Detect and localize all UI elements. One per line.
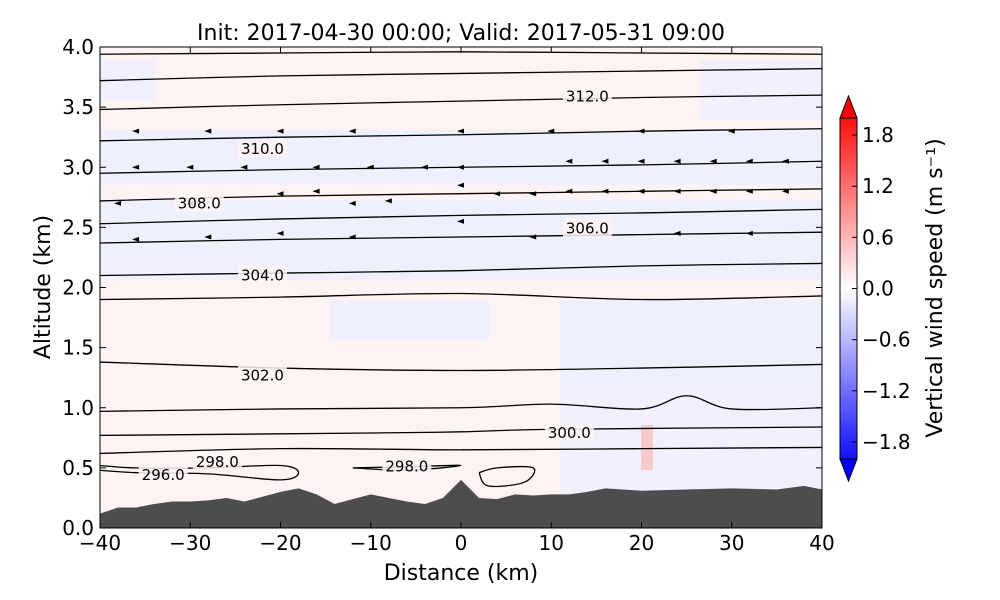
isentrope-line xyxy=(100,446,822,455)
wind-arrow xyxy=(348,128,356,134)
isentrope-line xyxy=(100,208,822,225)
wind-arrow xyxy=(132,128,140,134)
x-axis-label: Distance (km) xyxy=(384,561,539,586)
contour-label-bg xyxy=(138,465,188,484)
contour-label: 300.0 xyxy=(548,424,591,442)
contour-label: 304.0 xyxy=(241,266,284,284)
contour-labels: 296.0 298.0 298.0 300.0 302.0 304.0 306.0 308.0… xyxy=(138,86,612,484)
wind-arrow xyxy=(204,234,212,240)
wind-arrow xyxy=(132,164,140,170)
colorbar-ticks: 1.8 1.2 0.6 0.0 −0.6 −1.2 −1.8 xyxy=(852,123,911,454)
isentrope-line xyxy=(100,128,822,142)
isentrope-line xyxy=(100,426,822,437)
x-tick-label: 0 xyxy=(455,531,468,555)
x-tick-label: 40 xyxy=(809,531,834,555)
y-tick-label: 3.0 xyxy=(62,155,94,179)
isentropes xyxy=(100,51,822,488)
contour-label: 306.0 xyxy=(566,220,609,238)
y-tick-label: 1.0 xyxy=(62,396,94,420)
x-tick-label: 20 xyxy=(629,531,654,555)
contour-label-bg xyxy=(174,193,224,212)
wind-arrow xyxy=(384,198,392,204)
isentrope-line xyxy=(100,262,822,277)
vertical-wind-shading xyxy=(100,60,822,500)
wind-arrow xyxy=(637,158,645,164)
contour-label-bg xyxy=(237,365,287,384)
contour-label: 298.0 xyxy=(385,458,428,476)
contour-label: 296.0 xyxy=(142,466,185,484)
wind-arrow xyxy=(457,182,464,188)
isentrope-line xyxy=(100,292,822,301)
contour-label-bg xyxy=(192,451,242,470)
colorbar-label: Vertical wind speed (m s⁻¹) xyxy=(923,138,948,437)
colorbar-tick-label: 1.8 xyxy=(862,123,894,147)
contour-label: 302.0 xyxy=(241,366,284,384)
x-tick-label: 10 xyxy=(539,531,564,555)
y-tick-label: 0.5 xyxy=(62,456,94,480)
terrain xyxy=(100,479,822,528)
wind-arrow xyxy=(457,218,464,224)
contour-label-bg xyxy=(562,218,612,237)
isentrope-line xyxy=(100,361,822,372)
colorbar-tick-label: 0.6 xyxy=(862,225,894,249)
contour-label: 308.0 xyxy=(178,194,221,212)
contour-label-bg xyxy=(544,423,594,442)
x-tick-label: −30 xyxy=(169,531,211,555)
x-tick-label: 30 xyxy=(719,531,744,555)
plot-area: 296.0 298.0 298.0 300.0 302.0 304.0 306.0 308.0… xyxy=(100,47,822,528)
contour-label-bg xyxy=(237,139,287,158)
contour-label: 310.0 xyxy=(241,140,284,158)
wind-arrow xyxy=(601,158,609,164)
isentrope-line xyxy=(100,94,822,111)
isentrope-line xyxy=(100,67,822,82)
y-tick-label: 2.0 xyxy=(62,276,94,300)
wind-arrow xyxy=(276,230,284,236)
colorbar-tick-label: −0.6 xyxy=(862,328,911,352)
wind-arrow xyxy=(114,200,122,206)
colorbar-top-extend xyxy=(839,94,858,119)
contour-label: 312.0 xyxy=(566,87,609,105)
chart-title: Init: 2017-04-30 00:00; Valid: 2017-05-3… xyxy=(197,21,725,46)
wind-arrow xyxy=(204,128,212,134)
wind-arrow xyxy=(673,158,681,164)
wind-arrow xyxy=(348,200,356,206)
wind-arrow xyxy=(276,191,284,197)
colorbar: 1.8 1.2 0.6 0.0 −0.6 −1.2 −1.8 Vertical wind s… xyxy=(839,94,948,483)
isentrope-line xyxy=(100,231,822,244)
colorbar-tick-label: 1.2 xyxy=(862,174,894,198)
y-tick-label: 4.0 xyxy=(62,35,94,59)
closed-contour xyxy=(478,465,536,488)
x-tick-label: −10 xyxy=(350,531,392,555)
colorbar-tick-label: 0.0 xyxy=(862,277,894,301)
y-tick-label: 2.5 xyxy=(62,215,94,239)
colorbar-tick-label: −1.2 xyxy=(862,379,911,403)
wind-arrow xyxy=(186,164,194,170)
wind-arrow xyxy=(709,158,717,164)
y-tick-label: 3.5 xyxy=(62,95,94,119)
contour-label-bg xyxy=(562,86,612,105)
y-tick-label: 1.5 xyxy=(62,336,94,360)
wind-arrow xyxy=(312,188,320,194)
wind-arrow xyxy=(132,236,140,242)
x-axis: −40 −30 −20 −10 0 10 20 30 40 xyxy=(79,47,835,555)
y-tick-label: 0.0 xyxy=(62,516,94,540)
colorbar-tick-label: −1.8 xyxy=(862,430,911,454)
wind-arrow xyxy=(457,128,464,134)
isentrope-line xyxy=(100,395,822,413)
wind-arrow xyxy=(565,158,573,164)
y-axis-label: Altitude (km) xyxy=(31,215,56,359)
contour-label: 298.0 xyxy=(196,453,239,471)
colorbar-bottom-extend xyxy=(839,458,858,483)
isentrope-line xyxy=(100,160,822,174)
y-axis: 0.0 0.5 1.0 1.5 2.0 2.5 3.0 3.5 4.0 xyxy=(62,35,822,540)
wind-arrow xyxy=(781,188,789,194)
x-tick-label: −40 xyxy=(79,531,121,555)
updraft-patch xyxy=(641,425,653,470)
x-tick-label: −20 xyxy=(259,531,301,555)
wind-arrow xyxy=(276,128,284,134)
contour-label-bg xyxy=(382,456,432,475)
wind-arrow xyxy=(240,164,248,170)
contour-label-bg xyxy=(237,265,287,284)
